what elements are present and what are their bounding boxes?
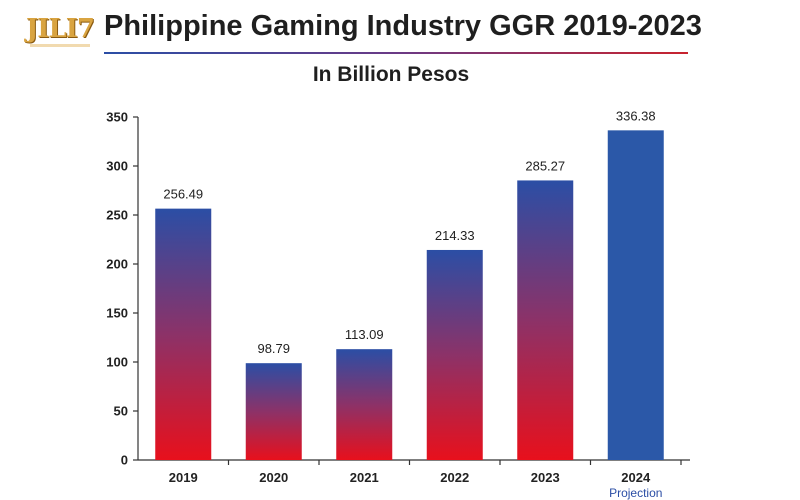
data-label: 336.38 [616,108,656,123]
x-tick-label: 2022 [440,470,469,485]
y-tick-label: 350 [106,110,128,125]
bar [155,208,212,460]
brand-logo-underline [30,44,90,47]
bar [517,180,574,460]
brand-logo: JILI7 [26,14,95,44]
bar [245,363,302,460]
bar [336,349,393,460]
x-tick-label: 2020 [259,470,288,485]
bar [426,249,483,460]
data-label: 113.09 [345,327,384,342]
title-divider [104,52,688,54]
y-tick-label: 250 [106,208,128,223]
chart-title: Philippine Gaming Industry GGR 2019-2023 [104,10,702,42]
y-tick-label: 50 [114,404,128,419]
x-tick-label: 2019 [169,470,198,485]
projection-note: Projection [609,486,662,500]
y-tick-label: 150 [106,306,128,321]
y-tick-label: 0 [121,453,128,468]
chart-subtitle: In Billion Pesos [312,63,470,86]
x-tick-label: 2023 [531,470,560,485]
y-tick-label: 200 [106,257,128,272]
data-label: 256.49 [163,187,203,202]
x-tick-label: 2021 [350,470,379,485]
data-label: 285.27 [525,158,565,173]
y-tick-label: 100 [106,355,128,370]
data-label: 98.79 [257,341,290,356]
data-label: 214.33 [435,228,475,243]
x-tick-label: 2024 [621,470,651,485]
y-tick-label: 300 [106,159,128,174]
bar [607,130,664,460]
